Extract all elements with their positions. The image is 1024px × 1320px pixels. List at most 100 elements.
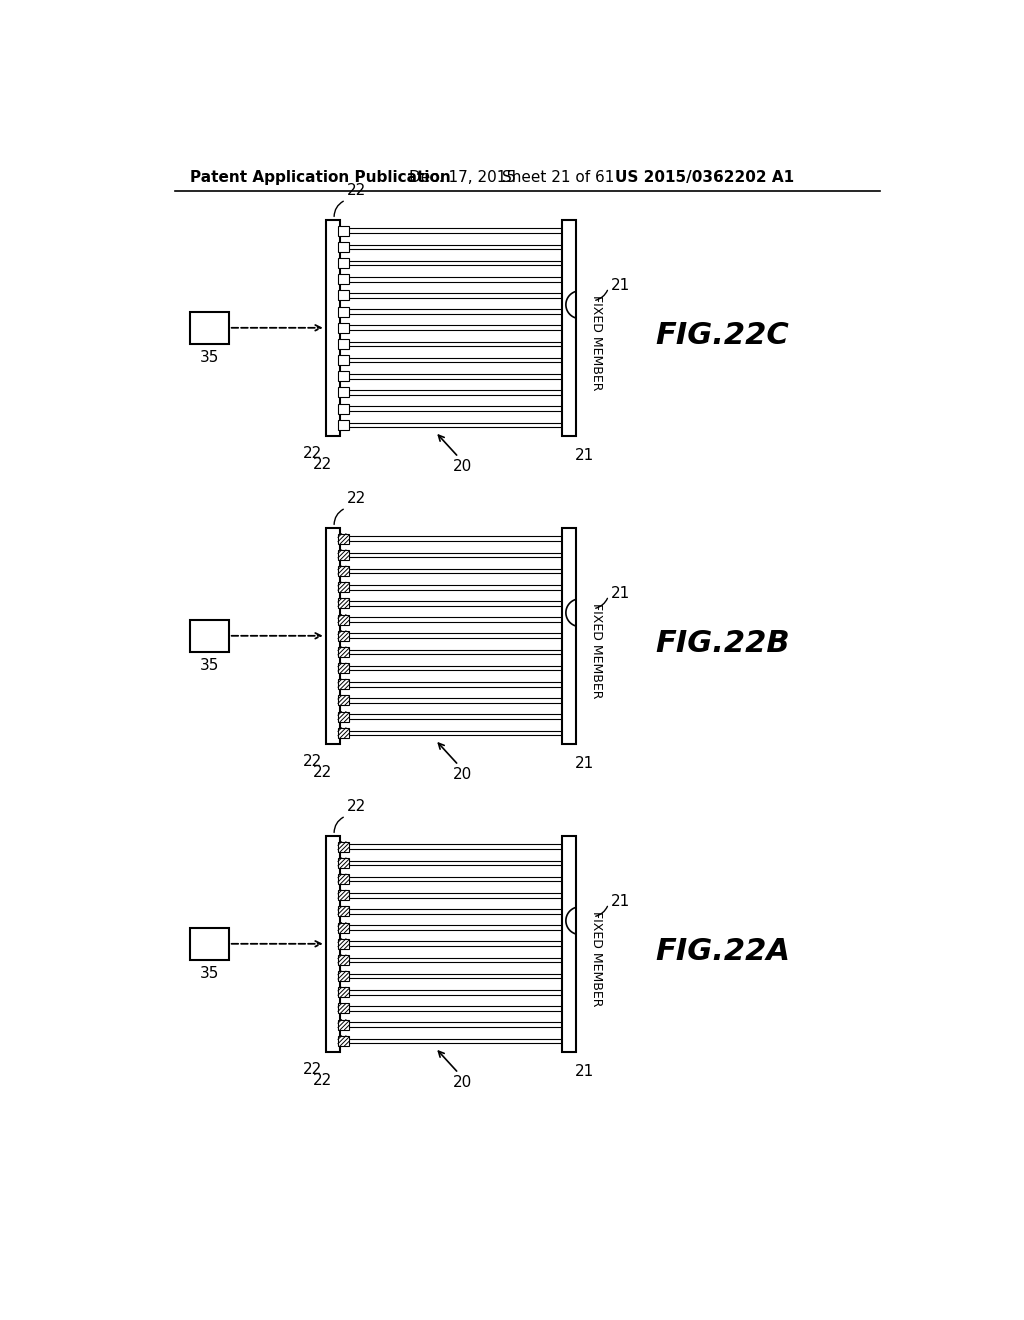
Bar [338,972,349,981]
Bar [340,569,562,573]
Bar [340,634,562,638]
Text: 22: 22 [303,1061,323,1077]
Bar [340,714,562,719]
Bar [562,528,575,743]
Bar [340,407,562,411]
Text: 21: 21 [611,894,630,909]
Text: 22: 22 [346,183,366,198]
Bar [340,293,562,298]
Text: Sheet 21 of 61: Sheet 21 of 61 [502,170,614,185]
Bar [340,682,562,686]
Bar [340,374,562,379]
Bar [338,388,349,397]
Text: FIXED MEMBER: FIXED MEMBER [590,296,603,391]
Text: US 2015/0362202 A1: US 2015/0362202 A1 [614,170,794,185]
Bar [338,420,349,430]
Bar [338,987,349,998]
Bar [190,619,228,652]
Bar [340,892,562,898]
Bar [340,665,562,671]
Bar [340,309,562,314]
Bar [338,306,349,317]
Text: 22: 22 [312,1073,332,1088]
Bar [338,615,349,624]
Bar [340,876,562,882]
Bar [190,928,228,960]
Bar [338,874,349,884]
Bar [338,858,349,869]
Bar [338,711,349,722]
Text: Patent Application Publication: Patent Application Publication [190,170,451,185]
Bar [338,582,349,593]
Bar [338,259,349,268]
Bar [338,323,349,333]
Bar [338,371,349,381]
Bar [340,909,562,913]
Bar [338,550,349,560]
Bar [338,923,349,933]
Bar [326,528,340,743]
Text: 21: 21 [611,279,630,293]
Bar [338,663,349,673]
Bar [340,1039,562,1043]
Text: 22: 22 [312,457,332,473]
Bar [190,312,228,345]
Bar [338,631,349,640]
Bar [338,890,349,900]
Bar [338,727,349,738]
Bar [338,954,349,965]
Text: 20: 20 [453,1074,472,1090]
Bar [340,941,562,946]
Text: 22: 22 [303,446,323,461]
Bar [340,261,562,265]
Bar [340,244,562,249]
Bar [338,1036,349,1045]
Bar [562,836,575,1052]
Text: 21: 21 [574,447,594,463]
Text: FIXED MEMBER: FIXED MEMBER [590,911,603,1007]
Bar [340,358,562,363]
Bar [338,242,349,252]
Bar [338,842,349,851]
Bar [326,836,340,1052]
Text: 35: 35 [200,350,219,366]
Bar [340,422,562,428]
Bar [340,536,562,541]
Text: 22: 22 [346,491,366,507]
Bar [338,598,349,609]
Bar [340,228,562,234]
Bar [338,226,349,236]
Bar [338,696,349,705]
Text: 21: 21 [574,1064,594,1078]
Text: 20: 20 [453,459,472,474]
Bar [340,925,562,929]
Bar [338,533,349,544]
Bar [338,1003,349,1014]
Text: 35: 35 [200,659,219,673]
Bar [338,275,349,284]
Bar [340,845,562,849]
Text: 35: 35 [200,966,219,981]
Bar [338,939,349,949]
Bar [340,1006,562,1011]
Bar [338,647,349,657]
Bar [340,1022,562,1027]
Bar [340,553,562,557]
Bar [338,1019,349,1030]
Bar [340,730,562,735]
Text: 22: 22 [303,754,323,768]
Bar [340,861,562,866]
Bar [326,220,340,436]
Bar [340,342,562,346]
Bar [338,339,349,348]
Bar [338,404,349,413]
Text: FIXED MEMBER: FIXED MEMBER [590,603,603,700]
Bar [340,698,562,702]
Text: 20: 20 [453,767,472,781]
Text: Dec. 17, 2015: Dec. 17, 2015 [410,170,516,185]
Bar [338,680,349,689]
Bar [340,326,562,330]
Bar [340,974,562,978]
Text: FIG.22B: FIG.22B [655,630,790,657]
Bar [340,958,562,962]
